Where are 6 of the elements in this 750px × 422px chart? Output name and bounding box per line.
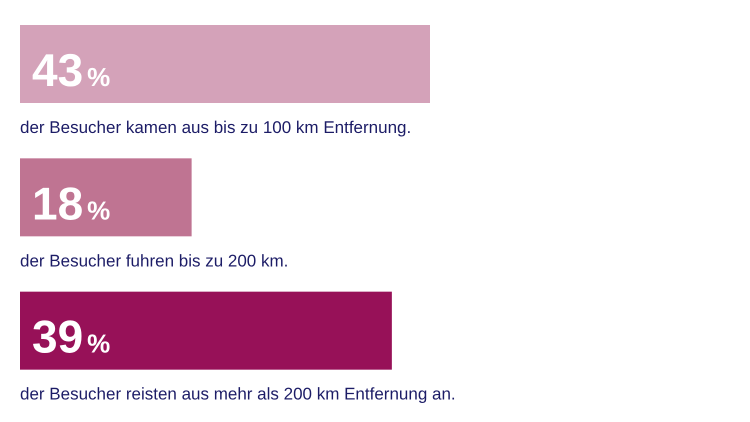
data-label: 39% <box>32 310 110 363</box>
y-tick-label: der Besucher kamen aus bis zu 100 km Entfernung. <box>20 118 412 137</box>
data-label: 18% <box>32 177 110 230</box>
y-tick-label: der Besucher reisten aus mehr als 200 km Entfernung an. <box>20 384 456 404</box>
y-tick-label: der Besucher fuhren bis zu 200 km. <box>20 251 288 270</box>
data-label: 43% <box>32 44 110 96</box>
